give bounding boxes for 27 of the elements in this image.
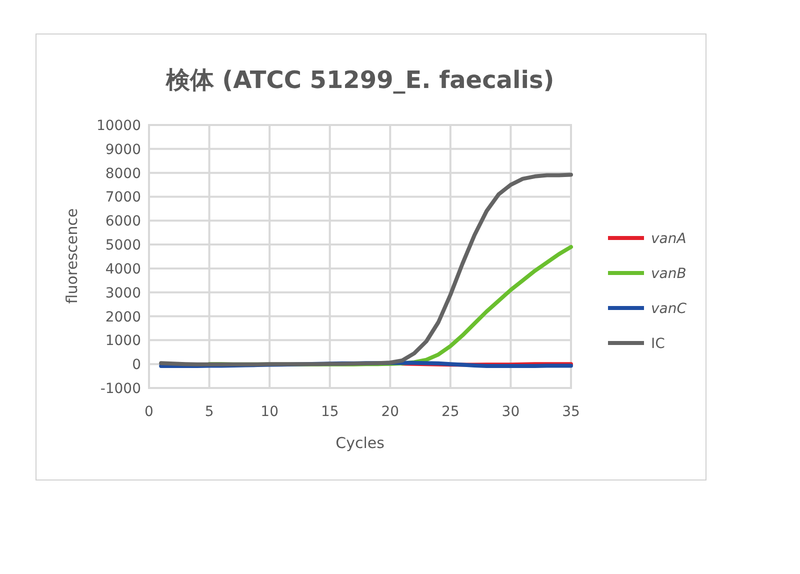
y-tick-label: 0	[132, 357, 141, 374]
x-axis-title: Cycles	[336, 434, 385, 452]
legend-label: IC	[651, 336, 666, 352]
y-tick-label: 1000	[105, 333, 141, 350]
chart-title: 検体 (ATCC 51299_E. faecalis)	[164, 66, 554, 94]
y-tick-label: 9000	[105, 142, 141, 158]
x-tick-label: 10	[260, 404, 278, 420]
legend-label: vanC	[651, 301, 687, 317]
y-tick-label: 7000	[105, 190, 141, 206]
x-tick-label: 35	[562, 404, 580, 420]
y-axis-title: fluorescence	[63, 208, 81, 304]
y-tick-label: 6000	[105, 214, 141, 230]
y-tick-label: 5000	[105, 238, 141, 254]
y-tick-label: 2000	[105, 309, 141, 326]
x-tick-label: 0	[144, 404, 154, 420]
x-tick-label: 20	[381, 404, 400, 420]
legend-label: vanB	[651, 266, 686, 282]
x-tick-label: 30	[502, 404, 520, 420]
x-tick-label: 5	[204, 404, 214, 420]
y-tick-label: -1000	[100, 381, 141, 397]
y-tick-label: 4000	[105, 261, 141, 278]
y-tick-label: 10000	[96, 118, 141, 134]
legend-label: vanA	[651, 231, 686, 247]
y-tick-label: 8000	[105, 166, 141, 182]
x-tick-label: 25	[442, 404, 460, 420]
x-tick-label: 15	[320, 404, 339, 420]
y-tick-label: 3000	[105, 285, 141, 302]
